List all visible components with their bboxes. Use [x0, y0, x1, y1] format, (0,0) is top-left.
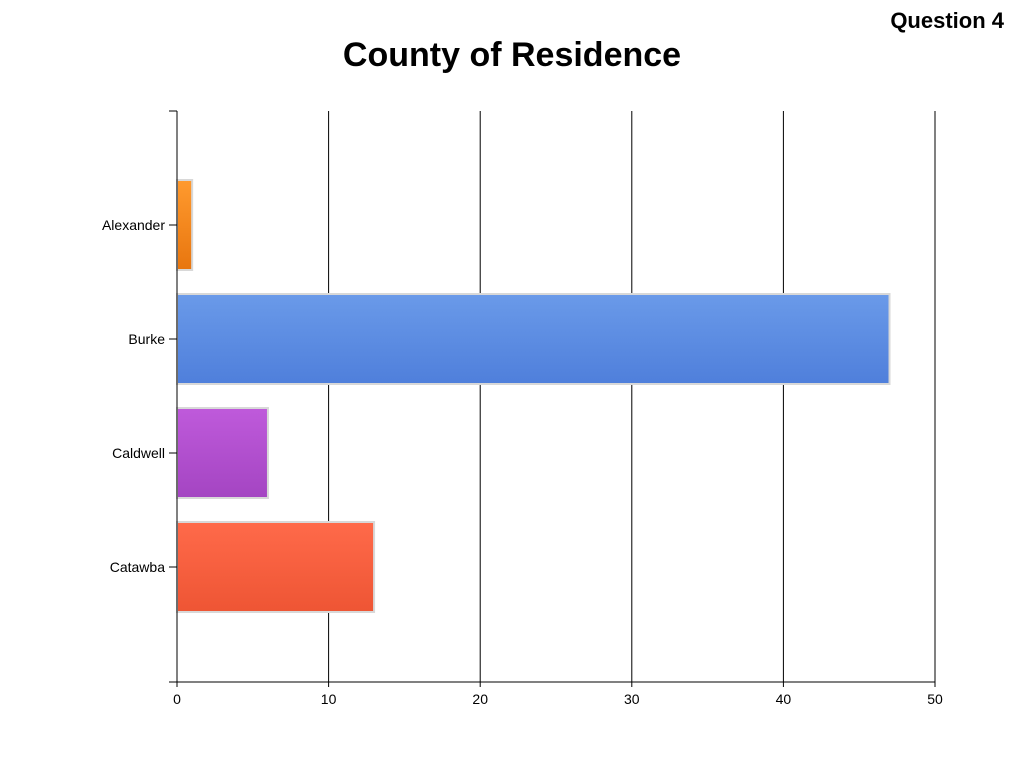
bar-caldwell	[176, 407, 269, 499]
bar-alexander	[176, 179, 194, 271]
bar-catawba	[176, 521, 376, 613]
y-tick-label: Catawba	[110, 559, 165, 575]
x-tick-label: 20	[472, 691, 488, 707]
bar-burke	[176, 293, 891, 385]
x-tick-label: 30	[624, 691, 640, 707]
y-tick-labels: Alexander Burke Caldwell Catawba	[102, 217, 165, 575]
x-tick-label: 0	[173, 691, 181, 707]
y-tick-label: Caldwell	[112, 445, 165, 461]
y-tick-label: Alexander	[102, 217, 165, 233]
x-tick-labels: 0 10 20 30 40 50	[173, 691, 943, 707]
y-tick-label: Burke	[128, 331, 165, 347]
x-tick-label: 50	[927, 691, 943, 707]
x-tick-label: 40	[776, 691, 792, 707]
gridlines	[328, 111, 936, 682]
axes	[169, 110, 936, 687]
question-label: Question 4	[890, 8, 1004, 33]
x-tick-label: 10	[321, 691, 337, 707]
bars	[176, 179, 891, 613]
chart-title: County of Residence	[342, 36, 682, 74]
